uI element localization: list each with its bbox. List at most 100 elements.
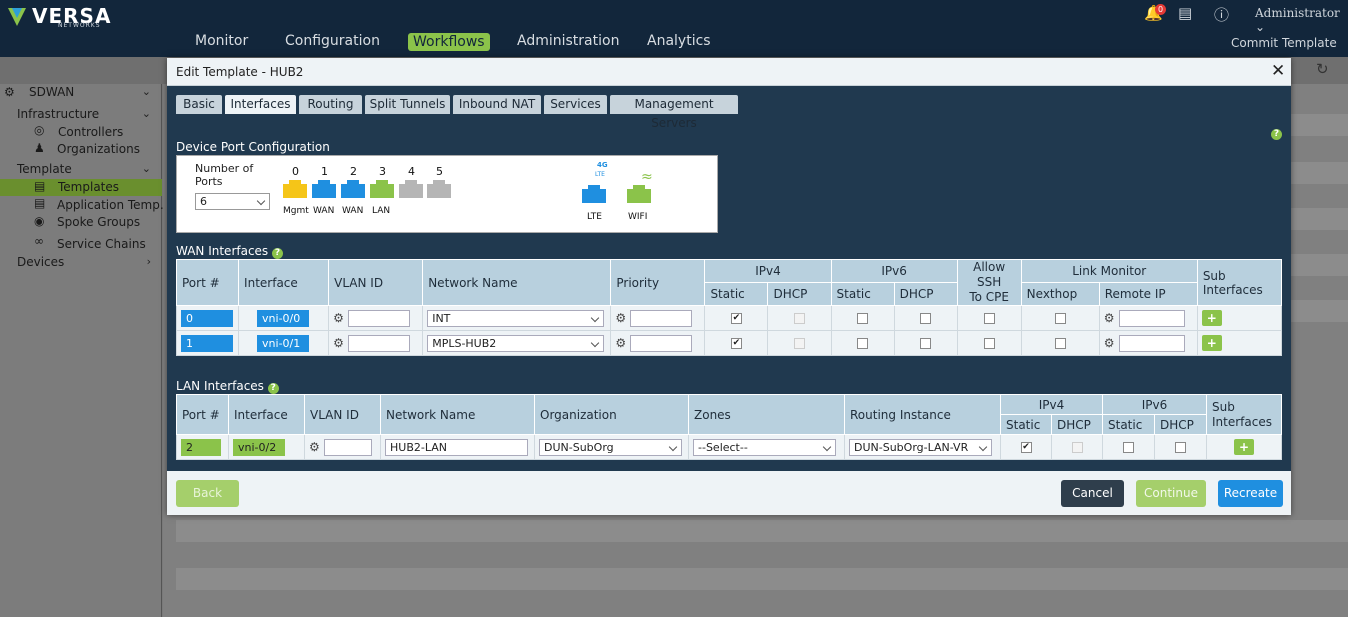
ipv6-dhcp-checkbox[interactable] bbox=[920, 338, 932, 349]
routing-instance-select[interactable]: DUN-SubOrg-LAN-VR bbox=[849, 438, 992, 456]
priority-input[interactable] bbox=[630, 309, 693, 327]
nav-workflows[interactable]: Workflows bbox=[408, 33, 490, 51]
gear-icon[interactable]: ⚙ bbox=[1103, 311, 1115, 325]
port-field[interactable]: 0 bbox=[181, 309, 233, 327]
vlan-id-input[interactable] bbox=[323, 438, 372, 456]
tab-routing[interactable]: Routing bbox=[299, 95, 362, 114]
lte-port-icon[interactable] bbox=[582, 185, 606, 203]
tab-inbound-nat[interactable]: Inbound NAT bbox=[453, 95, 541, 114]
chevron-down-icon[interactable]: ⌄ bbox=[141, 107, 151, 120]
vlan-id-input[interactable] bbox=[347, 334, 410, 352]
sidebar-item-application-templates[interactable]: Application Temp... bbox=[57, 198, 172, 212]
tab-basic[interactable]: Basic bbox=[176, 95, 222, 114]
close-icon[interactable]: ✕ bbox=[1271, 61, 1286, 81]
help-icon[interactable]: ? bbox=[267, 383, 279, 394]
nexthop-checkbox[interactable] bbox=[1054, 338, 1066, 349]
ipv4-dhcp-checkbox[interactable] bbox=[794, 338, 805, 349]
user-menu[interactable]: Administrator ⌄ bbox=[1255, 6, 1348, 34]
port-mgmt-icon[interactable] bbox=[283, 180, 307, 198]
nav-administration[interactable]: Administration bbox=[517, 33, 620, 49]
port-wan-icon[interactable] bbox=[312, 180, 336, 198]
port-field[interactable]: 1 bbox=[181, 334, 233, 352]
tab-split-tunnels[interactable]: Split Tunnels bbox=[365, 95, 450, 114]
tab-interfaces[interactable]: Interfaces bbox=[225, 95, 296, 114]
tab-management-servers[interactable]: Management Servers bbox=[610, 95, 738, 130]
ipv6-dhcp-checkbox[interactable] bbox=[920, 313, 932, 324]
priority-input[interactable] bbox=[630, 334, 693, 352]
nexthop-checkbox[interactable] bbox=[1054, 313, 1066, 324]
gear-icon[interactable]: ⚙ bbox=[333, 336, 344, 350]
ipv6-static-checkbox[interactable] bbox=[857, 338, 869, 349]
network-name-select[interactable]: INT bbox=[427, 309, 605, 327]
sidebar-item-controllers[interactable]: Controllers bbox=[58, 125, 124, 139]
ipv6-static-checkbox[interactable] bbox=[1123, 442, 1134, 453]
cancel-button[interactable]: Cancel bbox=[1061, 480, 1124, 507]
gear-icon[interactable]: ⚙ bbox=[615, 336, 627, 350]
ipv4-dhcp-checkbox[interactable] bbox=[1071, 442, 1083, 453]
info-icon[interactable]: ⓘ bbox=[1214, 6, 1230, 24]
sidebar-item-service-chains[interactable]: Service Chains bbox=[57, 237, 146, 251]
help-icon[interactable]: ? bbox=[1271, 125, 1282, 140]
back-button[interactable]: Back bbox=[176, 480, 239, 507]
port-number: 4 bbox=[408, 165, 415, 178]
allow-ssh-checkbox[interactable] bbox=[983, 313, 995, 324]
port-label: WAN bbox=[313, 206, 335, 216]
port-lan-icon[interactable] bbox=[370, 180, 394, 198]
commit-template-link[interactable]: Commit Template bbox=[1231, 36, 1337, 50]
sidebar-item-templates-selected[interactable] bbox=[0, 179, 162, 196]
network-name-input[interactable]: HUB2-LAN bbox=[385, 438, 528, 456]
zones-select[interactable]: --Select-- bbox=[693, 438, 836, 456]
add-sub-interface-button[interactable]: + bbox=[1201, 335, 1222, 351]
chevron-down-icon[interactable]: ⌄ bbox=[141, 162, 151, 175]
sidebar-item-template[interactable]: Template bbox=[17, 162, 72, 176]
sidebar-item-devices[interactable]: Devices bbox=[17, 255, 65, 269]
nav-configuration[interactable]: Configuration bbox=[285, 33, 380, 49]
gear-icon[interactable]: ⚙ bbox=[333, 311, 344, 325]
chevron-right-icon[interactable]: › bbox=[146, 255, 151, 268]
add-sub-interface-button[interactable]: + bbox=[1234, 439, 1254, 455]
chevron-down-icon[interactable]: ⌄ bbox=[141, 85, 151, 98]
port-wan-icon[interactable] bbox=[341, 180, 365, 198]
sidebar-item-spoke-groups[interactable]: Spoke Groups bbox=[57, 215, 141, 229]
nav-monitor[interactable]: Monitor bbox=[195, 33, 249, 49]
wifi-port-icon[interactable] bbox=[627, 185, 651, 203]
recreate-button[interactable]: Recreate bbox=[1218, 480, 1283, 507]
sidebar-item-templates[interactable]: Templates bbox=[58, 180, 120, 194]
sidebar-item-sdwan[interactable]: SDWAN bbox=[29, 85, 75, 99]
ipv4-static-checkbox[interactable]: ✔ bbox=[730, 313, 742, 324]
remote-ip-input[interactable] bbox=[1118, 309, 1185, 327]
remote-ip-input[interactable] bbox=[1118, 334, 1185, 352]
add-sub-interface-button[interactable]: + bbox=[1201, 310, 1222, 326]
gear-icon[interactable]: ⚙ bbox=[615, 311, 627, 325]
ipv6-dhcp-checkbox[interactable] bbox=[1175, 442, 1186, 453]
ipv4-static-checkbox[interactable]: ✔ bbox=[1020, 442, 1032, 453]
ipv4-dhcp-checkbox[interactable] bbox=[794, 313, 805, 324]
col-ipv6-dhcp: DHCP bbox=[1154, 414, 1207, 435]
continue-button[interactable]: Continue bbox=[1136, 480, 1206, 507]
port-unassigned-icon[interactable] bbox=[399, 180, 423, 198]
gear-icon[interactable]: ⚙ bbox=[1103, 336, 1115, 350]
refresh-icon[interactable]: ↻ bbox=[1316, 60, 1329, 78]
interface-field[interactable]: vni-0/1 bbox=[257, 334, 310, 352]
network-name-select[interactable]: MPLS-HUB2 bbox=[427, 334, 605, 352]
nav-analytics[interactable]: Analytics bbox=[647, 33, 711, 49]
sidebar-item-infrastructure[interactable]: Infrastructure bbox=[17, 107, 100, 121]
organization-select[interactable]: DUN-SubOrg bbox=[539, 438, 682, 456]
tab-services[interactable]: Services bbox=[544, 95, 607, 114]
help-icon[interactable]: ? bbox=[272, 248, 284, 259]
ipv4-static-checkbox[interactable]: ✔ bbox=[730, 338, 742, 349]
vlan-id-input[interactable] bbox=[347, 309, 410, 327]
port-field[interactable]: 2 bbox=[181, 438, 221, 456]
port-unassigned-icon[interactable] bbox=[427, 180, 451, 198]
interface-field[interactable]: vni-0/0 bbox=[257, 309, 310, 327]
document-icon[interactable]: ▤ bbox=[1178, 4, 1193, 22]
logo-subtext: NETWORKS bbox=[58, 22, 101, 29]
lan-interfaces-title: LAN Interfaces ? bbox=[176, 379, 279, 394]
sidebar-item-organizations[interactable]: Organizations bbox=[57, 142, 140, 156]
allow-ssh-checkbox[interactable] bbox=[983, 338, 995, 349]
number-of-ports-select[interactable]: 6 bbox=[195, 193, 270, 210]
ipv6-static-checkbox[interactable] bbox=[857, 313, 869, 324]
gear-icon[interactable]: ⚙ bbox=[309, 440, 320, 454]
interface-field[interactable]: vni-0/2 bbox=[233, 438, 285, 456]
number-of-ports-label: Number of Ports bbox=[195, 162, 254, 188]
